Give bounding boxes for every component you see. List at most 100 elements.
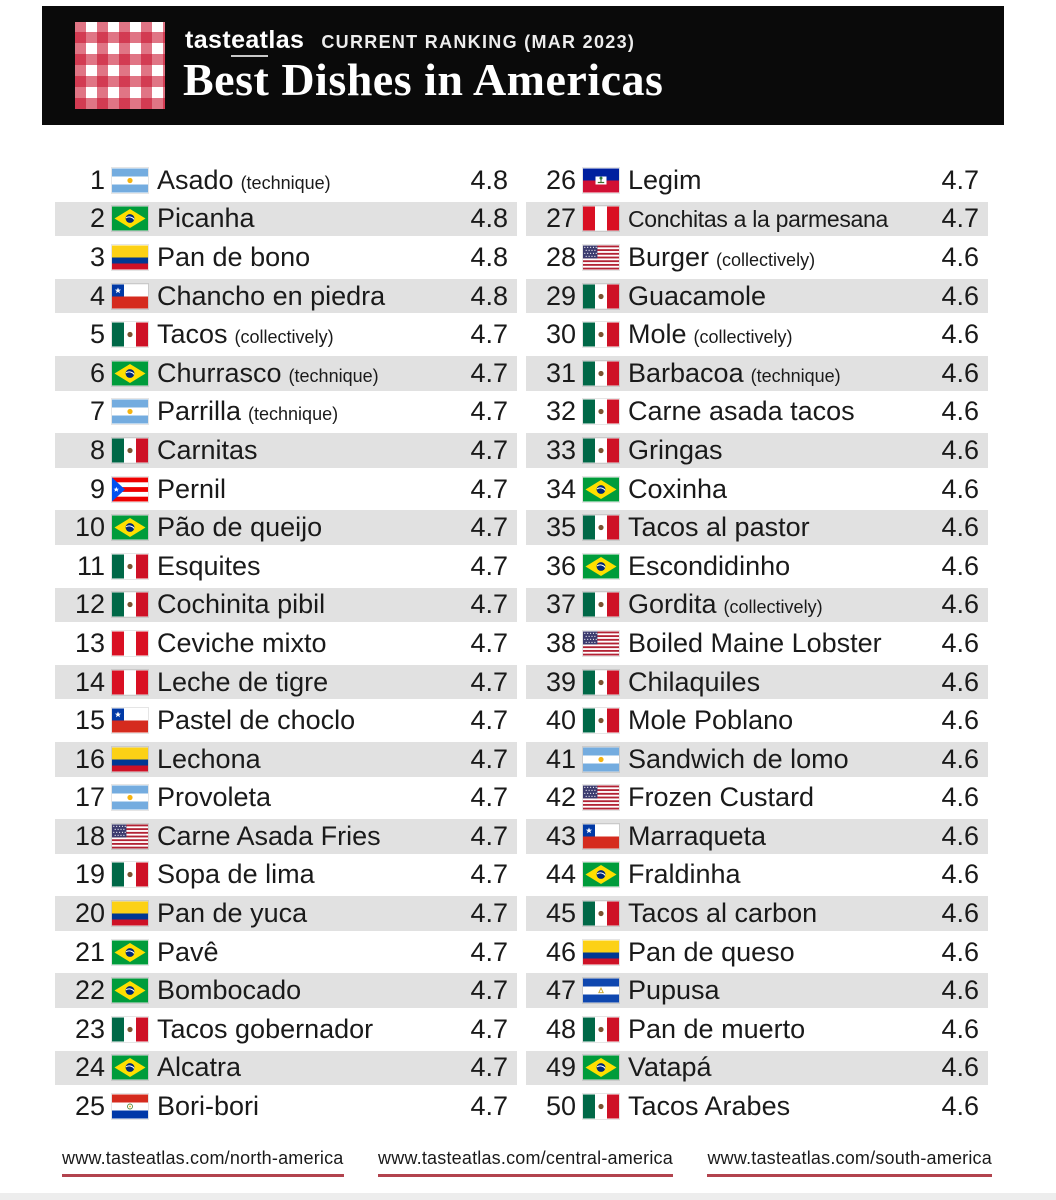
dish-name-text: Tacos al carbon	[628, 898, 818, 929]
dish-name-text: Bori-bori	[157, 1091, 260, 1122]
dish-name-text: Pan de queso	[628, 936, 795, 967]
dish-name-text: Boiled Maine Lobster	[628, 627, 882, 658]
footer-link-central-america[interactable]: www.tasteatlas.com/central-america	[378, 1148, 673, 1177]
table-row: 8 Carnitas 4.7	[55, 431, 517, 470]
dish-qualifier: (technique)	[288, 365, 379, 386]
dish-qualifier: (collectively)	[716, 249, 816, 270]
rank-cell: 2	[89, 203, 105, 234]
dish-name: Guacamole	[628, 281, 921, 312]
dish-name: Leche de tigre	[157, 667, 450, 698]
flag-argentina-icon	[111, 166, 149, 194]
dish-name-text: Mole	[628, 319, 687, 350]
rank-cell: 5	[89, 319, 105, 350]
rank-cell: 28	[545, 241, 576, 272]
dish-name: Sandwich de lomo	[628, 744, 921, 775]
flag-argentina-icon	[582, 745, 620, 773]
table-row: 23 Tacos gobernador 4.7	[55, 1010, 517, 1049]
dish-name: Tacos al pastor	[628, 512, 921, 543]
footer-link-south-america[interactable]: www.tasteatlas.com/south-america	[707, 1148, 992, 1177]
flag-mexico-icon	[582, 359, 620, 387]
table-row: 29 Guacamole 4.6	[526, 276, 988, 316]
rank-cell: 18	[74, 820, 105, 851]
dish-name: Chilaquiles	[628, 667, 921, 698]
dish-name-text: Tacos gobernador	[157, 1013, 374, 1044]
flag-peru-icon	[582, 205, 620, 233]
rating-value: 4.7	[470, 589, 508, 620]
flag-mexico-icon	[111, 552, 149, 580]
dish-name: Conchitas a la parmesana	[628, 203, 921, 234]
flag-brazil-icon	[582, 552, 620, 580]
dish-name-text: Chancho en piedra	[157, 280, 386, 311]
dish-name: Asado (technique)	[157, 165, 450, 196]
dish-qualifier: (technique)	[750, 365, 841, 386]
rank-cell: 42	[545, 782, 576, 813]
rating-value: 4.6	[941, 550, 979, 581]
dish-name-text: Pernil	[157, 473, 227, 504]
table-row: 19 Sopa de lima 4.7	[55, 856, 517, 895]
rank-cell: 31	[545, 357, 576, 388]
rating-value: 4.6	[941, 859, 979, 890]
rating-value: 4.8	[470, 203, 508, 234]
dish-name-text: Pastel de choclo	[157, 705, 356, 736]
rank-cell: 40	[545, 705, 576, 736]
rank-cell: 7	[89, 396, 105, 427]
dish-name-text: Cochinita pibil	[157, 589, 326, 620]
table-row: 28 Burger (collectively) 4.6	[526, 238, 988, 277]
rank-cell: 41	[545, 743, 576, 774]
rank-cell: 49	[545, 1052, 576, 1083]
dish-name: Legim	[628, 165, 921, 196]
flag-colombia-icon	[111, 900, 149, 928]
dish-name-text: Picanha	[157, 203, 255, 234]
flag-brazil-icon	[111, 977, 149, 1005]
dish-name: Mole Poblano	[628, 705, 921, 736]
rating-value: 4.6	[941, 1013, 979, 1044]
rank-cell: 29	[545, 280, 576, 311]
dish-name: Bombocado	[157, 975, 450, 1006]
dish-name: Carne Asada Fries	[157, 821, 450, 852]
rating-value: 4.6	[941, 666, 979, 697]
rank-cell: 6	[89, 357, 105, 388]
rank-cell: 23	[74, 1013, 105, 1044]
flag-colombia-icon	[111, 745, 149, 773]
flag-chile-icon	[582, 822, 620, 850]
tasteatlas-wordmark: tasteatlas	[185, 26, 304, 57]
rank-cell: 26	[545, 164, 576, 195]
rank-cell: 24	[74, 1052, 105, 1083]
rank-cell: 43	[545, 820, 576, 851]
dish-name-text: Alcatra	[157, 1052, 242, 1083]
table-row: 4 Chancho en piedra 4.8	[55, 276, 517, 316]
rank-cell: 36	[545, 550, 576, 581]
dish-name-text: Pan de muerto	[628, 1013, 806, 1044]
flag-peru-icon	[111, 668, 149, 696]
rating-value: 4.7	[470, 1091, 508, 1122]
table-row: 41 Sandwich de lomo 4.6	[526, 739, 988, 779]
rating-value: 4.8	[470, 280, 508, 311]
rank-cell: 1	[89, 164, 105, 195]
flag-mexico-icon	[582, 514, 620, 542]
flag-brazil-icon	[582, 861, 620, 889]
rating-value: 4.8	[470, 164, 508, 195]
table-row: 12 Cochinita pibil 4.7	[55, 585, 517, 625]
flag-mexico-icon	[582, 900, 620, 928]
dish-name: Tacos (collectively)	[157, 319, 450, 350]
table-row: 9 Pernil 4.7	[55, 470, 517, 509]
flag-brazil-icon	[111, 359, 149, 387]
dish-name-text: Bombocado	[157, 975, 302, 1006]
rank-cell: 8	[89, 434, 105, 465]
rating-value: 4.6	[941, 898, 979, 929]
dish-name: Mole (collectively)	[628, 319, 921, 350]
table-row: 30 Mole (collectively) 4.6	[526, 315, 988, 354]
rating-value: 4.6	[941, 743, 979, 774]
dish-name-text: Tacos al pastor	[628, 512, 810, 543]
dish-qualifier: (technique)	[248, 404, 339, 425]
dish-name-text: Pavê	[157, 936, 219, 967]
rating-value: 4.6	[941, 319, 979, 350]
footer-link-north-america[interactable]: www.tasteatlas.com/north-america	[62, 1148, 344, 1177]
dish-name-text: Provoleta	[157, 782, 272, 813]
dish-name-text: Vatapá	[628, 1052, 712, 1083]
dish-name-text: Pan de bono	[157, 241, 311, 272]
rating-value: 4.6	[941, 782, 979, 813]
rank-cell: 12	[74, 589, 105, 620]
rating-value: 4.6	[941, 589, 979, 620]
dish-qualifier: (collectively)	[693, 327, 793, 348]
